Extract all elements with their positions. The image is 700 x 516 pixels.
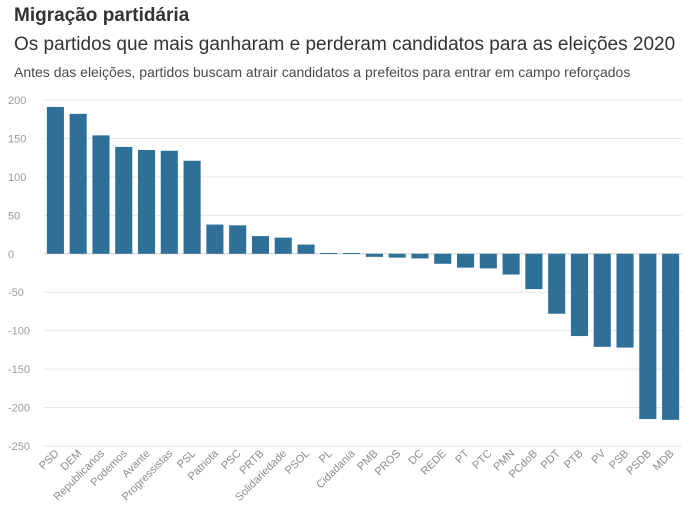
bar-ptb (570, 253, 589, 337)
bar-pmb (365, 253, 383, 257)
bar-psd (46, 106, 64, 254)
bar-pdt (548, 253, 566, 314)
x-tick-label: PT (453, 447, 472, 466)
x-tick-label: REDE (419, 448, 449, 478)
bar-pt (456, 253, 475, 268)
x-tick-label: PL (317, 448, 335, 466)
bar-cidadania (343, 253, 361, 255)
bar-psc (229, 225, 247, 254)
bar-psol (297, 244, 315, 254)
y-tick-label: 100 (8, 172, 26, 184)
bar-psdb (639, 253, 657, 420)
y-tick-label: -100 (8, 326, 30, 338)
x-tick-label: PROS (373, 448, 404, 479)
bar-psl (183, 160, 201, 254)
x-tick-label: PDT (539, 447, 563, 471)
bar-podemos (115, 146, 133, 254)
bar-patriota (206, 224, 224, 254)
y-tick-label: -150 (8, 364, 30, 376)
chart-subtitle: Os partidos que mais ganharam e perderam… (14, 34, 676, 55)
y-tick-label: -250 (8, 441, 30, 453)
x-tick-label: PV (590, 447, 609, 466)
bar-psb (616, 253, 634, 348)
x-tick-label: PSOL (283, 448, 312, 477)
x-tick-label: PTB (562, 448, 586, 472)
bar-mdb (662, 253, 680, 420)
y-tick-label: -50 (8, 287, 24, 299)
bar-pcdob (525, 253, 543, 290)
bar-ptc (479, 253, 497, 269)
bar-rede (434, 253, 452, 264)
x-tick-label: MDB (651, 448, 677, 474)
bar-pros (388, 253, 406, 258)
bar-republicanos (92, 135, 110, 254)
x-tick-label: PTC (470, 448, 494, 472)
bar-progressistas (160, 150, 178, 254)
bar-prtb (251, 236, 270, 254)
chart-description: Antes das eleições, partidos buscam atra… (14, 64, 631, 80)
x-tick-label: PSDB (624, 448, 654, 478)
bar-dc (411, 253, 429, 259)
y-tick-label: -200 (8, 403, 30, 415)
x-tick-label: PSD (37, 448, 62, 473)
bar-avante (137, 149, 156, 254)
bar-solidariedade (274, 237, 292, 254)
y-tick-label: 150 (8, 133, 26, 145)
y-tick-label: 50 (8, 210, 20, 222)
bar-pmn (502, 253, 520, 275)
y-tick-label: 200 (8, 95, 26, 107)
bar-pv (593, 253, 611, 347)
y-tick-label: 0 (8, 249, 14, 261)
bar-dem (69, 113, 87, 254)
bar-pl (320, 253, 338, 255)
chart-title: Migração partidária (14, 5, 190, 26)
